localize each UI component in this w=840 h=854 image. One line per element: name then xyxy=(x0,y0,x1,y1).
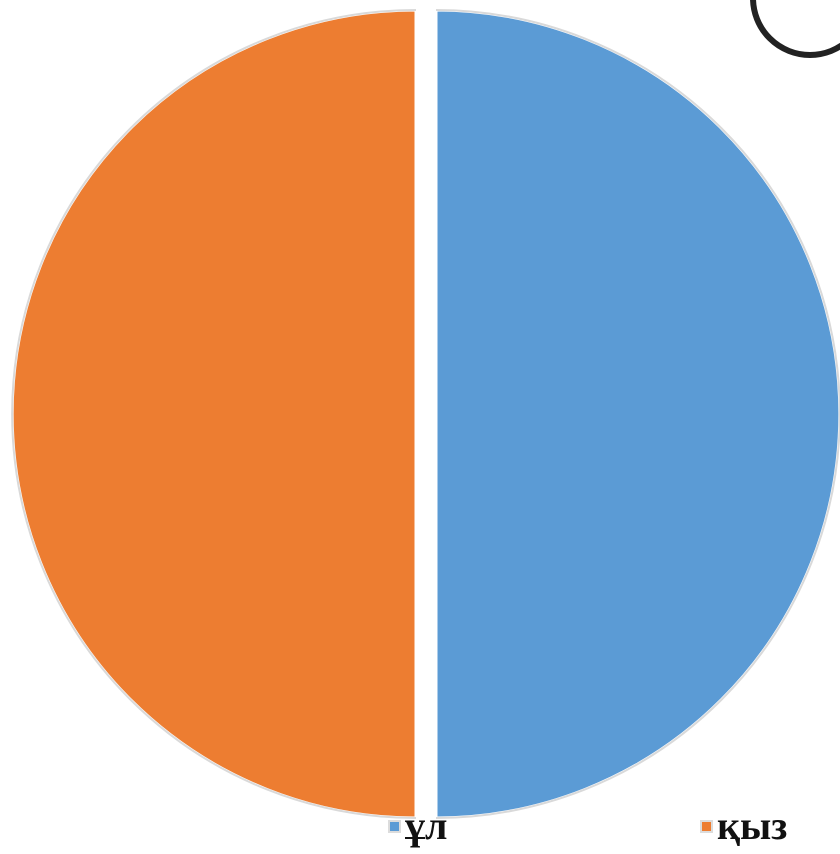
legend-item-ul: ұл xyxy=(388,806,447,846)
chart-legend: ұл қыз xyxy=(0,806,840,854)
pie-slice-kyz xyxy=(10,8,418,820)
pie-slice-rim-kyz xyxy=(11,9,417,819)
legend-swatch-kyz xyxy=(700,819,713,833)
legend-label-kyz: қыз xyxy=(717,803,788,848)
pie-slice-rim-ul xyxy=(435,9,840,819)
pie-slice-ul xyxy=(434,8,840,820)
legend-item-kyz: қыз xyxy=(700,806,787,846)
legend-label-ul: ұл xyxy=(405,803,448,848)
legend-swatch-ul xyxy=(388,819,401,833)
